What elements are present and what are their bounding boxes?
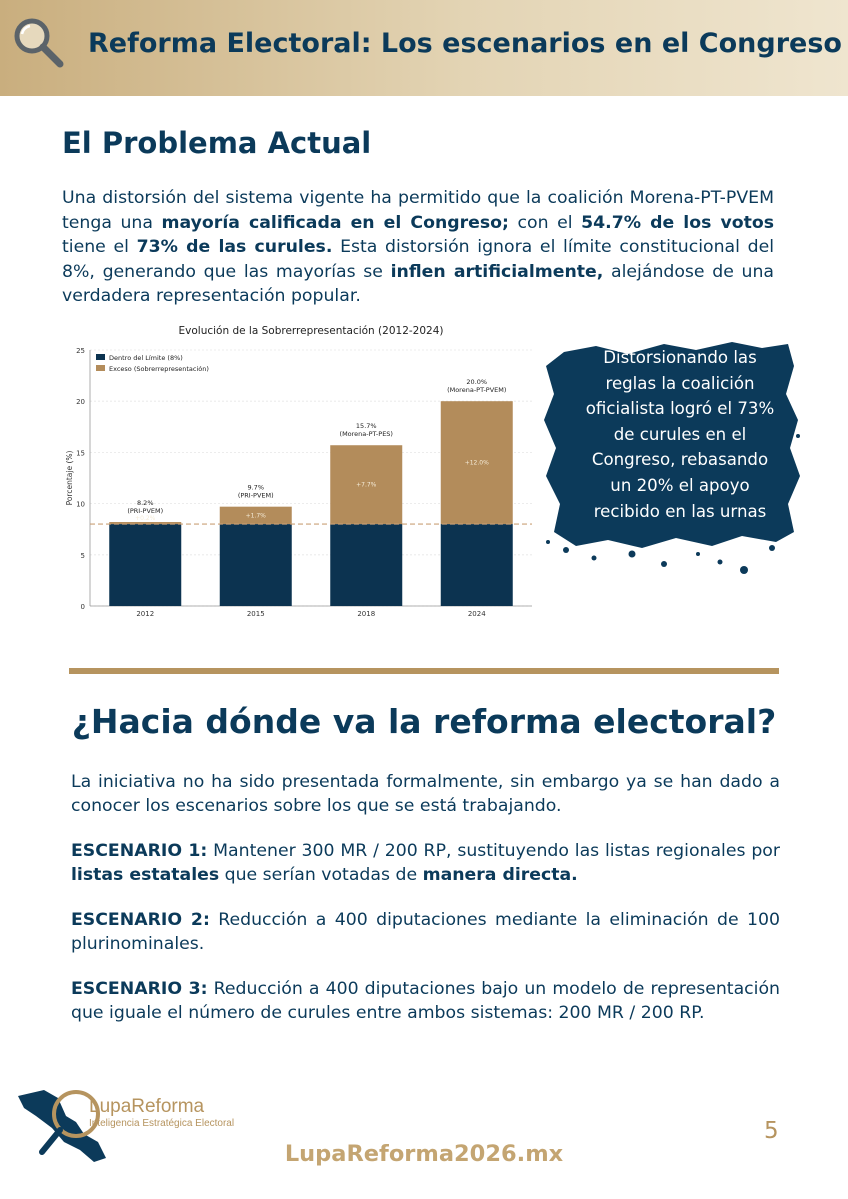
x-tick-label: 2012 — [136, 610, 154, 618]
total-label: 15.7% — [356, 422, 377, 430]
section-heading-problema: El Problema Actual — [62, 126, 372, 160]
reforma-intro: La iniciativa no ha sido presentada form… — [71, 772, 780, 816]
logo-name: LupaReforma — [89, 1096, 205, 1117]
excess-label: +1.7% — [246, 512, 267, 519]
chart-title: Evolución de la Sobrerrepresentación (20… — [179, 325, 444, 337]
y-tick-label: 10 — [76, 501, 85, 509]
scenario-2-run-0: ESCENARIO 2: — [71, 910, 210, 930]
scenario-3-run-0: ESCENARIO 3: — [71, 979, 208, 999]
x-tick-label: 2024 — [468, 610, 486, 618]
total-label: 9.7% — [247, 484, 264, 492]
page-number: 5 — [764, 1118, 779, 1144]
callout-line: oficialista logró el 73% — [585, 399, 775, 419]
excess-label: +7.7% — [356, 482, 377, 489]
y-tick-label: 0 — [81, 603, 85, 611]
scenario-1-run-2: listas estatales — [71, 865, 220, 885]
scenario-1-run-1: Mantener 300 MR / 200 RP, sustituyendo l… — [207, 841, 780, 861]
page-title: Reforma Electoral: Los escenarios en el … — [88, 28, 842, 59]
logo-tagline: Inteligencia Estratégica Electoral — [89, 1118, 235, 1129]
bar-within-limit — [109, 524, 182, 606]
legend-label: Exceso (Sobrerrepresentación) — [109, 365, 209, 373]
y-axis-label: Porcentaje (%) — [65, 451, 74, 506]
overrepresentation-chart: Evolución de la Sobrerrepresentación (20… — [65, 325, 532, 618]
bar-excess — [219, 506, 292, 525]
callout-line: Congreso, rebasando — [591, 450, 769, 470]
problema-run-6: Esta distorsión ignora el límite constit… — [62, 237, 775, 282]
section-heading-reforma: ¿Hacia dónde va la reforma electoral? — [71, 702, 777, 741]
y-tick-label: 20 — [76, 398, 85, 406]
scenario-1-run-3: que serían votadas de — [219, 865, 423, 885]
problema-run-7: inflen artificialmente, — [390, 261, 604, 282]
coalition-label: (PRI-PVEM) — [238, 492, 274, 500]
callout-line: recibido en las urnas — [593, 501, 767, 521]
scenario-2: ESCENARIO 2: Reducción a 400 diputacione… — [71, 908, 780, 956]
y-tick-label: 5 — [81, 552, 85, 560]
legend-label: Dentro del Límite (8%) — [109, 354, 183, 362]
problema-run-1: mayoría calificada en el Congreso; — [161, 212, 509, 233]
coalition-label: (Morena-PT-PES) — [340, 430, 393, 438]
coalition-label: (Morena-PT-PVEM) — [447, 386, 506, 394]
callout-line: de curules en el — [613, 424, 747, 444]
problema-run-3: 54.7% de los votos — [581, 212, 774, 233]
problema-run-8: alejándose de una verdadera representaci… — [62, 261, 774, 307]
bar-excess — [440, 401, 513, 525]
excess-label: +12.0% — [465, 460, 489, 467]
scenario-2-run-1: Reducción a 400 diputaciones mediante la… — [71, 910, 780, 954]
legend-swatch — [96, 365, 105, 371]
problema-run-4: tiene el — [62, 237, 137, 257]
problema-paragraph: Una distorsión del sistema vigente ha pe… — [62, 186, 774, 309]
x-tick-label: 2015 — [247, 610, 265, 618]
y-tick-label: 15 — [76, 449, 85, 457]
page-header: Reforma Electoral: Los escenarios en el … — [0, 0, 848, 96]
callout-text: Distorsionando las reglas la coalición ofi… — [580, 345, 780, 524]
total-label: 8.2% — [137, 499, 154, 507]
scenario-3-run-1: Reducción a 400 diputaciones bajo un mod… — [71, 979, 780, 1023]
bar-within-limit — [219, 524, 292, 606]
total-label: 20.0% — [466, 378, 487, 386]
bar-excess — [330, 445, 403, 525]
problema-run-2: con el — [508, 212, 582, 233]
excess-label: +0.2% — [135, 515, 156, 522]
magnifier-icon — [14, 18, 64, 68]
problema-run-5: 73% de las curules. — [136, 237, 333, 257]
bar-within-limit — [440, 524, 513, 606]
scenario-1-run-4: manera directa. — [422, 865, 578, 885]
reforma-content: La iniciativa no ha sido presentada form… — [71, 770, 780, 1046]
legend-swatch — [96, 354, 105, 360]
problema-run-0: Una distorsión del sistema vigente ha pe… — [62, 188, 774, 233]
callout-line: Distorsionando las — [603, 348, 757, 367]
scenario-1-run-0: ESCENARIO 1: — [71, 841, 208, 861]
y-tick-label: 25 — [76, 347, 85, 355]
scenario-3: ESCENARIO 3: Reducción a 400 diputacione… — [71, 977, 780, 1025]
lupareforma-logo — [18, 1090, 106, 1162]
website-link[interactable]: LupaReforma2026.mx — [284, 1141, 564, 1167]
bar-within-limit — [330, 524, 403, 606]
callout-line: un 20% el apoyo — [610, 475, 750, 495]
x-tick-label: 2018 — [357, 610, 375, 618]
scenario-1: ESCENARIO 1: Mantener 300 MR / 200 RP, s… — [71, 839, 780, 887]
callout-blob — [544, 342, 800, 574]
section-divider — [69, 668, 779, 674]
callout-line: reglas la coalición — [605, 373, 755, 393]
bar-excess — [109, 522, 182, 525]
coalition-label: (PRI-PVEM) — [127, 507, 163, 515]
